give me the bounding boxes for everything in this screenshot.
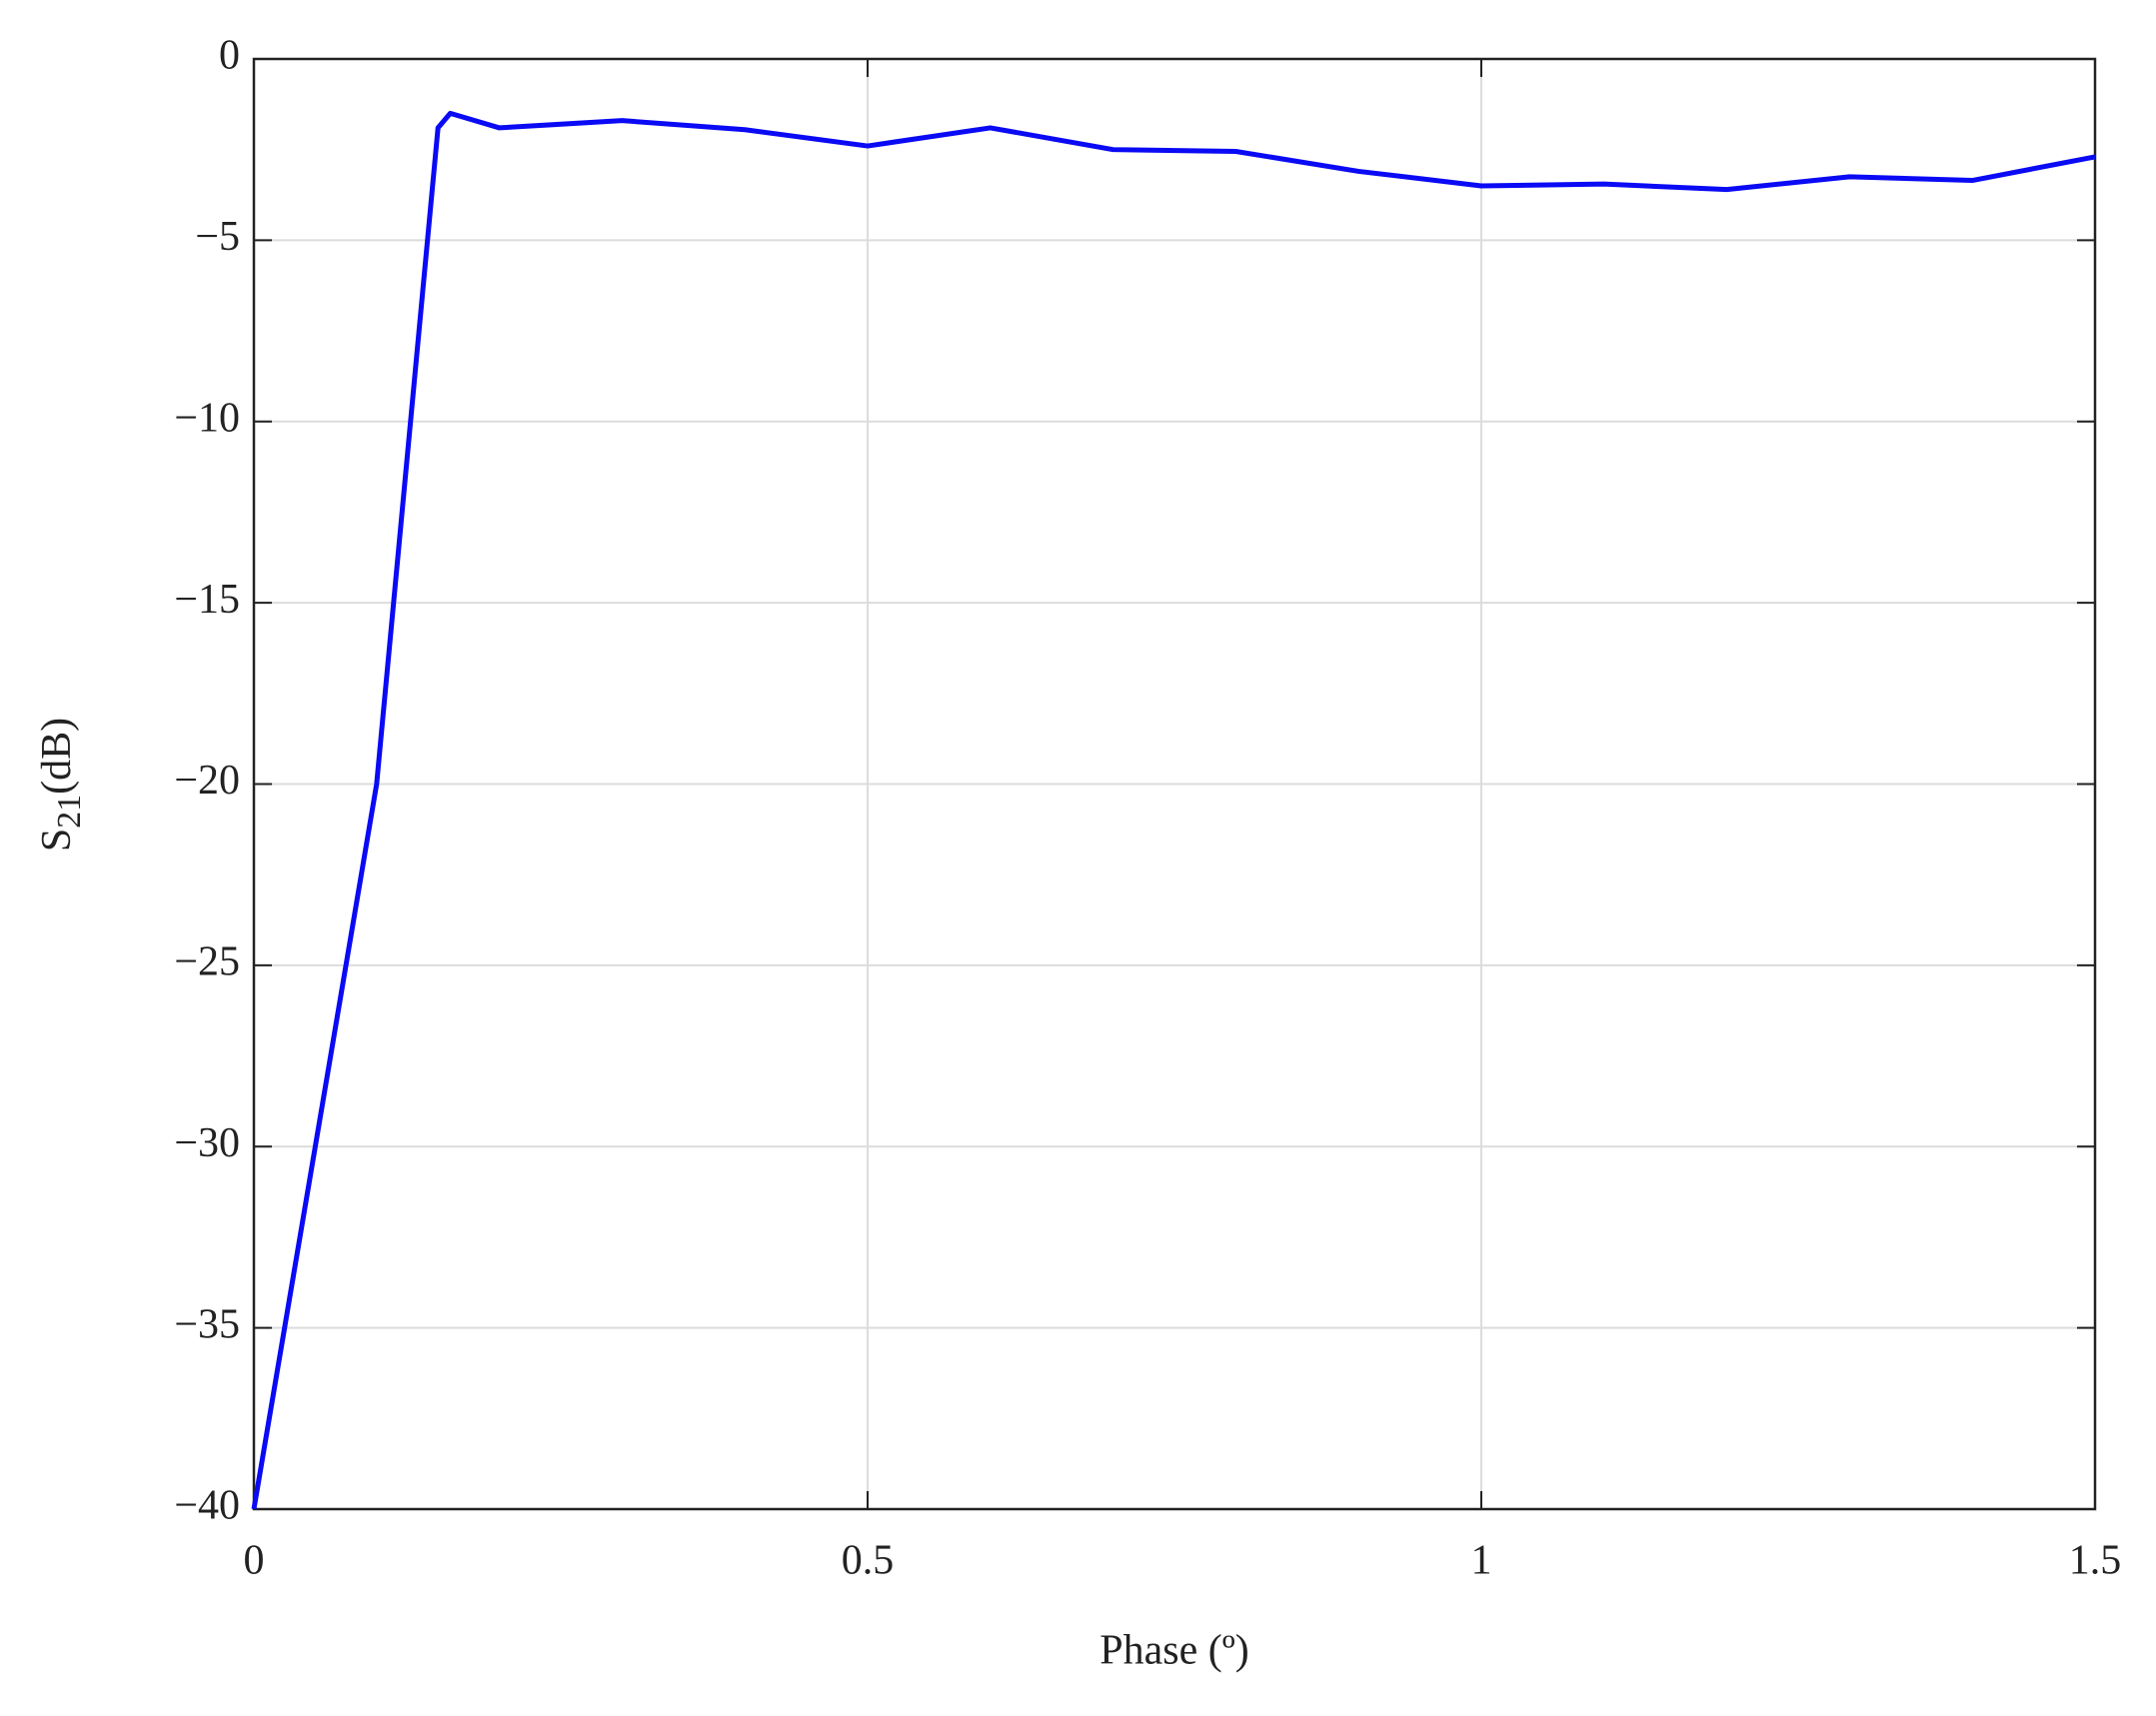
y-axis-label: S21(dB): [34, 718, 88, 852]
x-tick-label: 0: [244, 1538, 265, 1584]
y-tick-label: −15: [174, 577, 240, 623]
y-tick-label: 0: [219, 33, 240, 79]
plot-frame: [252, 57, 2097, 1511]
y-label-main: S: [34, 829, 80, 852]
x-tick-label: 1: [1471, 1538, 1492, 1584]
y-tick-label: −5: [195, 214, 240, 260]
y-tick-label: −10: [174, 395, 240, 441]
x-tick-label: 1.5: [2069, 1538, 2122, 1584]
x-axis-label: Phase (º): [1099, 1628, 1248, 1674]
y-tick-label: −40: [174, 1483, 240, 1529]
y-label-subscript: 21: [51, 795, 88, 829]
y-label-suffix: (dB): [34, 718, 80, 795]
x-tick-label: 0.5: [842, 1538, 895, 1584]
y-tick-label: −35: [174, 1301, 240, 1347]
y-tick-label: −30: [174, 1120, 240, 1166]
y-tick-label: −20: [174, 758, 240, 804]
y-tick-label: −25: [174, 939, 240, 985]
data-line: [251, 110, 2096, 1510]
